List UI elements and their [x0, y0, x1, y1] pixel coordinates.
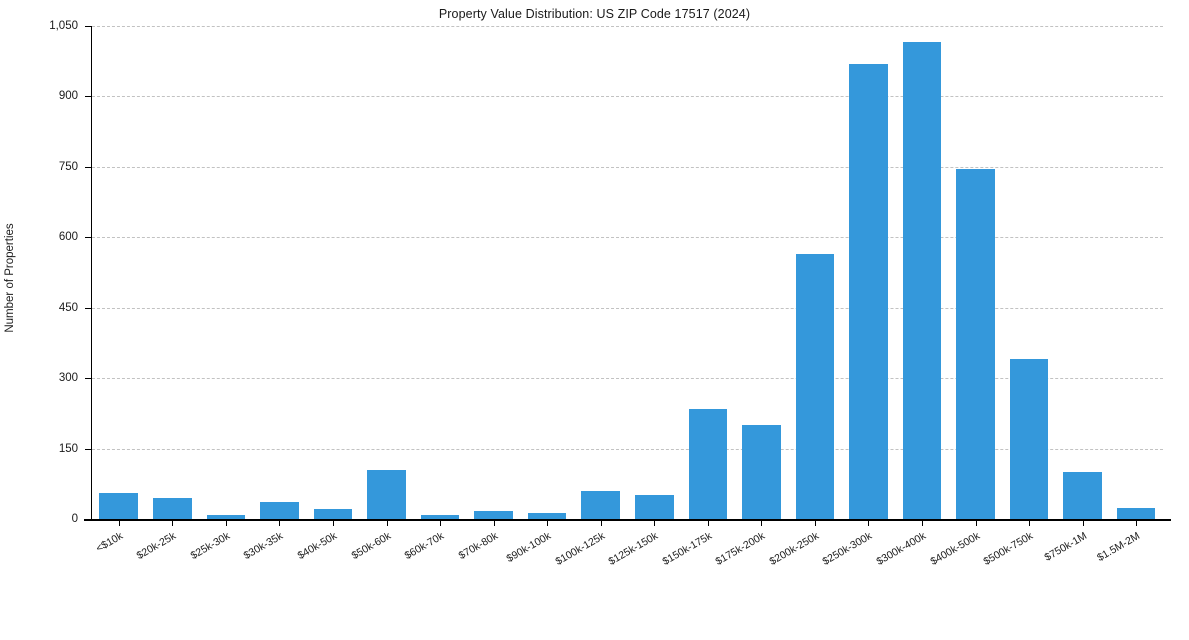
gridline — [92, 378, 1163, 380]
x-tick-mark — [118, 521, 120, 526]
bar[interactable] — [849, 63, 888, 519]
gridline — [92, 307, 1163, 309]
gridline — [92, 237, 1163, 239]
x-tick-mark — [386, 521, 388, 526]
bar[interactable] — [581, 490, 620, 519]
x-tick-mark — [707, 521, 709, 526]
bar[interactable] — [956, 169, 995, 519]
bar[interactable] — [688, 408, 728, 519]
chart-figure: Property Value Distribution: US ZIP Code… — [4, 7, 1171, 568]
x-tick-mark — [654, 521, 656, 526]
x-tick-mark — [975, 521, 977, 526]
x-tick-mark — [600, 521, 602, 526]
x-tick-mark — [547, 521, 549, 526]
bar[interactable] — [313, 508, 353, 519]
y-tick-mark — [85, 307, 91, 309]
bar[interactable] — [742, 425, 781, 519]
bar[interactable] — [420, 515, 460, 519]
x-tick-mark — [814, 521, 816, 526]
bar[interactable] — [634, 495, 674, 519]
bar[interactable] — [1009, 359, 1049, 519]
y-tick-label: 750 — [58, 160, 78, 173]
gridline — [92, 166, 1163, 168]
y-axis-line — [91, 26, 92, 520]
y-tick-label: 900 — [58, 90, 78, 103]
bar[interactable] — [527, 512, 567, 519]
x-tick-mark — [868, 521, 870, 526]
y-axis-title: Number of Properties — [4, 223, 16, 333]
bar[interactable] — [260, 502, 299, 519]
y-tick-mark — [85, 96, 91, 98]
x-tick-mark — [225, 521, 227, 526]
bar[interactable] — [99, 493, 139, 519]
y-tick-mark — [85, 26, 91, 27]
x-tick-mark — [332, 521, 334, 526]
x-tick-mark — [761, 521, 763, 526]
gridline — [92, 26, 1163, 27]
bar[interactable] — [153, 498, 192, 519]
x-tick-mark — [1136, 521, 1138, 526]
bar[interactable] — [367, 469, 406, 519]
bar[interactable] — [1116, 508, 1156, 519]
y-tick-mark — [85, 448, 91, 450]
chart-title: Property Value Distribution: US ZIP Code… — [438, 7, 751, 21]
x-tick-mark — [440, 521, 442, 526]
y-tick-label: 0 — [71, 513, 78, 525]
y-tick-mark — [85, 237, 91, 239]
x-tick-mark — [493, 521, 495, 526]
x-tick-mark — [1029, 521, 1031, 526]
y-tick-mark — [85, 378, 91, 380]
y-tick-label: 300 — [58, 372, 78, 385]
bar[interactable] — [902, 42, 942, 519]
x-tick-mark — [172, 521, 174, 526]
y-tick-mark — [85, 166, 91, 168]
x-axis-line — [84, 519, 1171, 521]
plot-area — [92, 26, 1163, 519]
x-tick-mark — [922, 521, 924, 526]
x-tick-mark — [1082, 521, 1084, 526]
bar[interactable] — [206, 515, 246, 519]
y-tick-mark — [85, 519, 91, 520]
bar[interactable] — [1063, 472, 1102, 519]
y-tick-label: 1,050 — [49, 20, 78, 32]
bar[interactable] — [474, 511, 513, 519]
y-tick-label: 450 — [58, 301, 78, 314]
bar[interactable] — [795, 253, 835, 519]
gridline — [92, 96, 1163, 98]
gridline — [92, 448, 1163, 450]
y-tick-label: 150 — [58, 442, 78, 455]
x-tick-mark — [279, 521, 281, 526]
y-tick-label: 600 — [58, 231, 78, 244]
